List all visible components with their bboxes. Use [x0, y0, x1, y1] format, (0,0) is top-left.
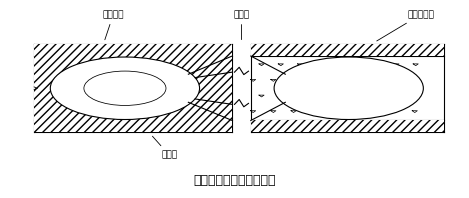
Text: 已浇注槽段: 已浇注槽段: [377, 10, 434, 41]
Text: 未挖土体: 未挖土体: [103, 10, 124, 40]
Bar: [34, 56, 232, 120]
Bar: [251, 44, 444, 56]
Ellipse shape: [274, 57, 424, 120]
Text: 钢筋笼: 钢筋笼: [234, 10, 250, 40]
Bar: [34, 120, 232, 132]
Text: 接头管: 接头管: [152, 136, 177, 160]
Bar: [34, 44, 232, 56]
Bar: [251, 120, 444, 132]
Text: 地墙圆形柔性接头示意图: 地墙圆形柔性接头示意图: [193, 174, 276, 187]
Circle shape: [50, 57, 199, 120]
